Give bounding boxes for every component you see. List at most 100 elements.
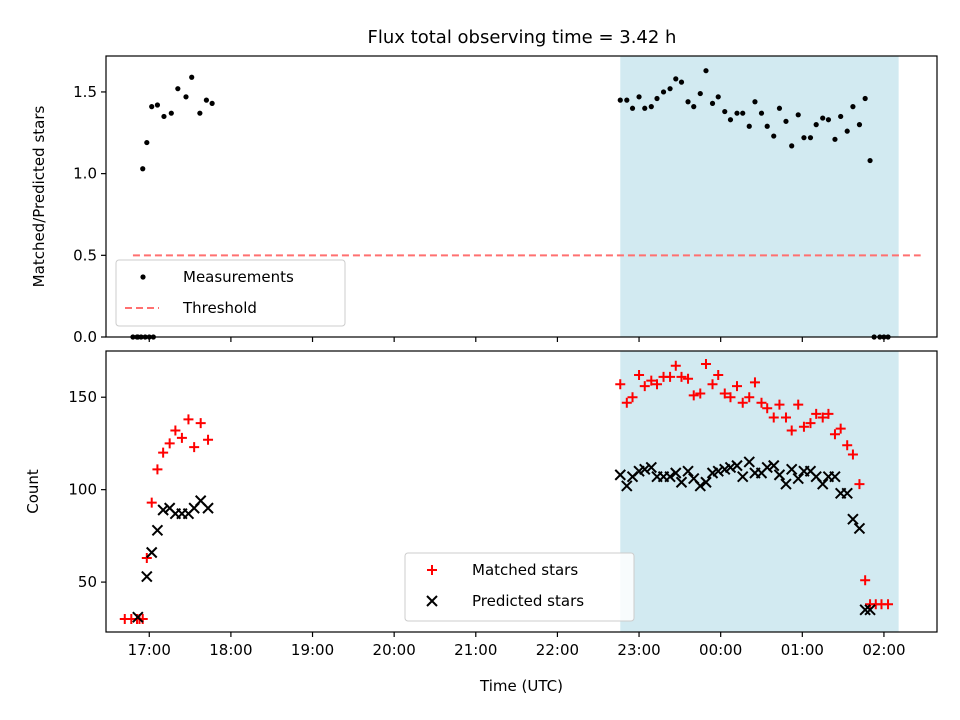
data-point [864,604,876,616]
y-tick-label: 1.0 [73,165,97,183]
x-tick-label: 23:00 [617,641,660,659]
legend: Measurements Threshold [115,259,346,327]
x-tick-label: 17:00 [128,641,171,659]
data-point [203,434,214,445]
y-axis-label: Matched/Predicted stars [30,106,48,288]
data-point [817,478,829,490]
legend-label: Measurements [183,268,294,286]
data-point [141,570,153,583]
x-tick-label: 22:00 [536,641,579,659]
data-point [621,397,632,408]
data-point [164,438,175,449]
legend-box [115,259,346,327]
data-point [617,97,623,103]
data-point [646,375,657,386]
y-tick-label: 0.5 [73,246,97,264]
data-point [776,105,783,111]
data-point [629,105,636,111]
data-point [614,469,626,481]
data-point [780,478,792,490]
data-point [667,86,673,92]
axes-frame [105,55,938,338]
data-point [883,599,894,610]
bottom-panel: 50 100 150 17:00 18:00 19:00 20:00 21:00 22:00 23… [24,350,938,695]
data-point [144,139,150,146]
legend-label: Matched stars [472,561,578,579]
data-point [774,399,785,410]
data-point [709,100,716,106]
data-point [789,143,795,149]
data-point [842,440,853,451]
shaded-region [620,56,899,337]
data-point [847,513,859,525]
data-point [195,418,206,429]
data-point [820,115,826,121]
data-point [752,99,758,105]
data-point [695,388,706,399]
y-tick-label: 1.5 [73,83,97,101]
data-point [176,432,187,443]
data-point [832,136,838,142]
x-tick-label: 21:00 [454,641,497,659]
data-point [697,90,703,97]
chart-title: Flux total observing time = 3.42 h [368,27,677,48]
y-tick-label: 150 [68,388,97,406]
data-point [209,100,215,106]
data-point [189,74,195,80]
data-point [621,480,633,492]
top-panel: 0.0 0.5 1.0 1.5 Matched/Predicted stars Measu… [30,55,938,346]
data-point [780,412,791,423]
data-point [688,390,699,401]
data-point [850,104,856,110]
data-point [807,135,814,141]
data-point [727,117,734,123]
data-point [682,465,694,477]
data-point [719,388,730,399]
data-point [724,461,737,474]
data-point [740,110,746,116]
data-point [762,403,773,414]
data-point [652,379,663,390]
data-point [642,105,648,111]
data-point [146,546,158,559]
x-axis-label: Time (UTC) [479,677,563,695]
data-point [158,447,169,458]
data-point [793,399,804,410]
data-point [813,122,819,128]
x-tick-label: 01:00 [781,641,824,659]
data-point [639,463,651,476]
data-point [707,379,718,390]
data-point [744,392,755,403]
data-point [700,476,712,488]
data-point [867,157,873,164]
data-point [764,123,770,129]
data-point [670,360,681,371]
data-point [771,133,777,139]
data-point [734,110,740,116]
data-point [183,414,194,425]
data-point [801,135,807,141]
data-point [197,110,203,116]
data-point [627,392,638,403]
data-point [151,524,164,537]
data-point [715,94,721,100]
data-point [624,97,630,103]
data-point [756,397,767,408]
data-point [737,397,748,408]
data-point [783,118,789,124]
data-point [170,425,181,436]
y-tick-label: 100 [68,481,97,499]
legend-label: Threshold [182,299,257,317]
data-point [795,112,801,118]
data-point [157,504,169,516]
y-axis-label: Count [24,469,42,514]
data-point [665,371,676,382]
data-point [749,377,760,388]
x-tick-label: 02:00 [862,641,905,659]
data-point [673,76,679,82]
data-point [838,113,844,120]
data-point [811,408,822,419]
data-point [798,421,809,432]
data-point [841,487,853,500]
